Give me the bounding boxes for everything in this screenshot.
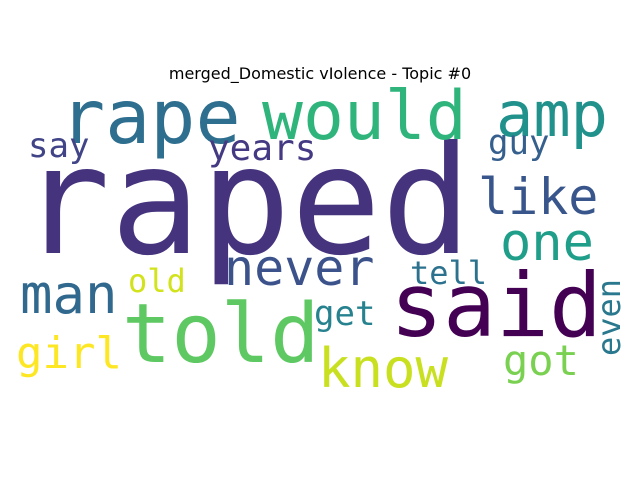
word-man: man: [20, 263, 118, 326]
word-amp: amp: [496, 78, 608, 151]
word-never: never: [224, 239, 375, 297]
word-would: would: [262, 77, 467, 156]
word-get: get: [314, 294, 375, 334]
word-rape: rape: [60, 73, 241, 161]
word-old: old: [128, 262, 186, 300]
word-like: like: [478, 168, 598, 226]
word-years: years: [208, 128, 316, 169]
word-got: got: [503, 336, 579, 385]
word-raped: raped: [20, 115, 472, 289]
word-say: say: [28, 126, 89, 166]
word-guy: guy: [488, 123, 549, 163]
word-tell: tell: [410, 254, 487, 292]
word-girl: girl: [16, 328, 122, 379]
word-know: know: [318, 337, 449, 400]
word-even: even: [590, 279, 628, 356]
word-one: one: [500, 213, 594, 273]
word-said: said: [390, 254, 602, 357]
chart-title: merged_Domestic vIolence - Topic #0: [168, 64, 472, 83]
word-told: told: [122, 287, 319, 382]
